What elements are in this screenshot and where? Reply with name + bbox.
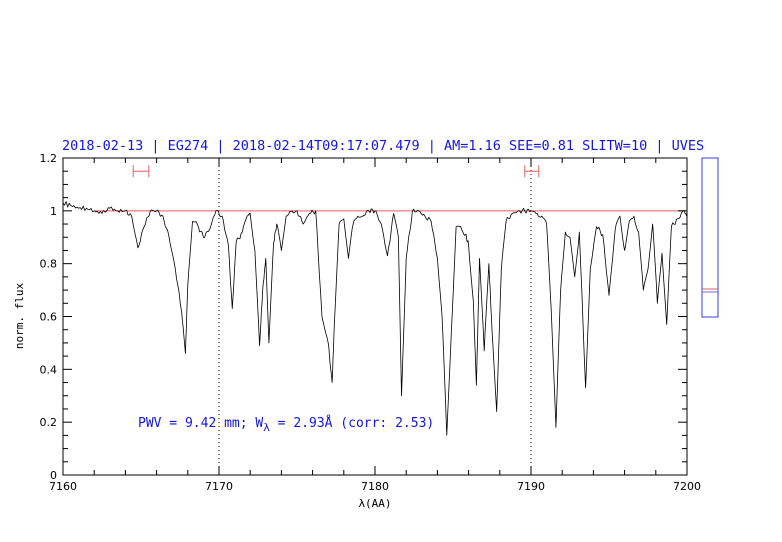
spectrum-line-0 — [62, 201, 688, 436]
chart-title: 2018-02-13 | EG274 | 2018-02-14T09:17:07… — [62, 138, 704, 154]
x-tick-label: 7190 — [517, 480, 545, 493]
x-tick-label: 7170 — [205, 480, 233, 493]
continuum-marker-0 — [132, 165, 150, 178]
axis-ticks — [62, 157, 688, 476]
continuum-marker-1 — [524, 165, 540, 178]
y-tick-label: 0.4 — [40, 363, 58, 376]
tick-labels: 7160 7170 7180 7190 7200 0 0.2 0.4 0.6 0.8 1 1.2 — [40, 152, 702, 493]
pwv-annotation-tail: = 2.93Å (corr: 2.53) — [270, 415, 434, 431]
x-tick-label: 7160 — [49, 480, 77, 493]
y-tick-label: 0.8 — [40, 258, 58, 271]
pwv-annotation-subscript: λ — [263, 421, 270, 434]
pwv-annotation: PWV = 9.42 mm; Wλ = 2.93Å (corr: 2.53) — [138, 415, 434, 434]
y-tick-label: 1 — [50, 205, 57, 218]
x-axis-label: λ(AA) — [358, 497, 391, 510]
y-axis-label: norm. flux — [13, 283, 26, 350]
x-tick-label: 7180 — [361, 480, 389, 493]
side-panel — [701, 157, 719, 318]
y-tick-label: 0.6 — [40, 311, 58, 324]
series-group — [62, 201, 688, 436]
continuum-markers — [132, 165, 540, 178]
y-tick-label: 1.2 — [40, 152, 58, 165]
y-tick-label: 0.2 — [40, 416, 58, 429]
y-tick-label: 0 — [50, 469, 57, 482]
x-tick-label: 7200 — [673, 480, 701, 493]
pwv-annotation-text: PWV = 9.42 mm; W — [138, 416, 263, 431]
